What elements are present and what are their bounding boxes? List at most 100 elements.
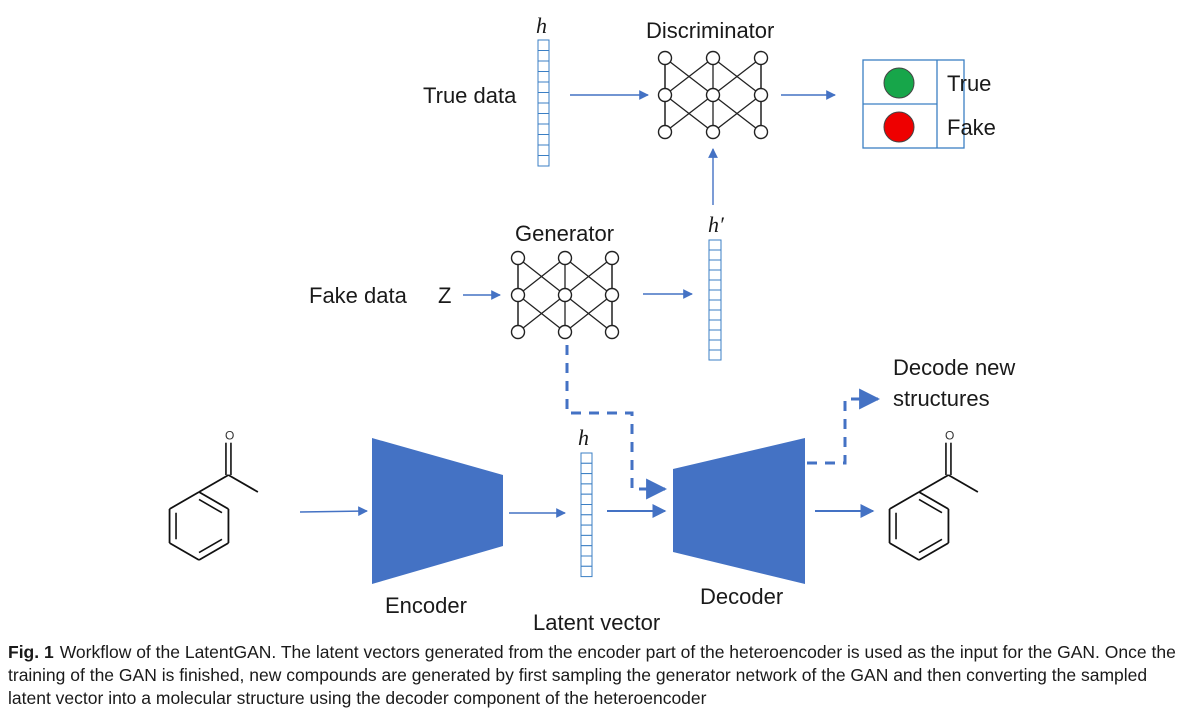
dashed-arrow-generator-to-decoder — [565, 345, 668, 500]
network-node — [604, 250, 620, 266]
input-molecule-icon: O — [168, 429, 259, 561]
network-node — [753, 50, 769, 66]
figure-number: Fig. 1 — [8, 642, 54, 662]
generator-label: Generator — [515, 221, 614, 246]
network-node — [705, 124, 721, 140]
vector-cell — [580, 483, 593, 495]
vector-cell — [708, 319, 722, 331]
vector-cell — [537, 155, 550, 167]
latent-vector — [580, 452, 593, 578]
vector-cell — [708, 249, 722, 261]
vector-cell — [537, 113, 550, 125]
figure-caption: Fig. 1 Workflow of the LatentGAN. The lat… — [8, 641, 1184, 710]
vector-cell — [580, 493, 593, 506]
network-node — [557, 324, 573, 340]
vector-cell — [580, 504, 593, 516]
network-node — [510, 287, 526, 303]
network-edge — [664, 57, 714, 96]
true-data-label: True data — [423, 83, 517, 108]
vector-cell — [580, 555, 593, 567]
decoder-shape — [673, 438, 805, 584]
network-edge — [564, 294, 613, 333]
vector-cell — [580, 462, 593, 475]
network-edge — [517, 294, 566, 333]
h-label-top: h — [536, 13, 547, 38]
decoder-label: Decoder — [700, 584, 783, 609]
output-molecule-icon: O — [888, 429, 979, 561]
ring-bond — [169, 491, 200, 510]
network-node — [510, 324, 526, 340]
carbonyl-bond — [918, 474, 949, 493]
vector-cell — [580, 534, 593, 547]
vector-cell — [708, 239, 722, 251]
vector-cell — [580, 514, 593, 526]
ring-bond — [889, 491, 920, 510]
vector-cell — [580, 565, 593, 578]
ring-double-bond — [918, 498, 943, 514]
encoder-label: Encoder — [385, 593, 467, 618]
network-edge — [712, 57, 762, 96]
ring-double-bond — [198, 498, 223, 514]
ring-double-bond — [198, 538, 223, 554]
network-node — [604, 324, 620, 340]
vector-cell — [537, 39, 550, 51]
vector-cell — [708, 329, 722, 341]
vector-cell — [708, 259, 722, 271]
network-node — [557, 287, 573, 303]
methyl-bond — [227, 474, 259, 493]
arrow-molecule-to-encoder — [299, 506, 368, 517]
network-edge — [664, 94, 714, 133]
encoder-shape — [372, 438, 503, 584]
methyl-bond — [947, 474, 979, 493]
network-node — [705, 50, 721, 66]
ring-bond — [918, 542, 949, 561]
vector-cell — [537, 92, 550, 104]
vector-cell — [580, 545, 593, 557]
h-prime-label: h′ — [708, 212, 725, 237]
vector-cell — [580, 452, 593, 464]
discriminator-network-icon — [657, 50, 769, 140]
vector-cell — [708, 299, 722, 311]
fake-indicator-icon — [883, 111, 915, 143]
vector-cell — [537, 134, 550, 146]
network-node — [753, 124, 769, 140]
generated-vector — [708, 239, 722, 361]
network-node — [604, 287, 620, 303]
dashed-arrows — [565, 345, 881, 500]
network-node — [753, 87, 769, 103]
vector-cell — [537, 60, 550, 72]
dashed-arrow-decoder-to-new-structures — [807, 388, 881, 465]
ring-bond — [198, 542, 229, 561]
discriminator-label: Discriminator — [646, 18, 774, 43]
vector-cell — [708, 349, 722, 361]
fake-label: Fake — [947, 115, 996, 140]
ring-double-bond — [918, 538, 943, 554]
network-node — [657, 124, 673, 140]
ring-bond — [198, 491, 229, 510]
decode-new-label-line2: structures — [893, 386, 990, 411]
z-noise-label: Z — [438, 283, 451, 308]
carbonyl-bond — [198, 474, 229, 493]
h-latent-label: h — [578, 425, 589, 450]
ring-bond — [918, 491, 949, 510]
vector-cell — [708, 339, 722, 351]
fake-data-label: Fake data — [309, 283, 408, 308]
network-node — [657, 50, 673, 66]
ring-bond — [169, 542, 200, 561]
flow-arrows — [299, 90, 875, 518]
network-edge — [712, 94, 762, 133]
latentgan-workflow-diagram: h True data Discriminator True Fake Gene… — [168, 13, 1015, 635]
ring-bond — [889, 542, 920, 561]
vector-cell — [708, 289, 722, 301]
caption-text: Workflow of the LatentGAN. The latent ve… — [8, 642, 1176, 708]
vector-cell — [537, 144, 550, 156]
network-node — [557, 250, 573, 266]
vector-cell — [537, 123, 550, 135]
latent-vector-label: Latent vector — [533, 610, 660, 635]
network-node — [657, 87, 673, 103]
oxygen-atom-label: O — [945, 429, 954, 443]
oxygen-atom-label: O — [225, 429, 234, 443]
network-node — [510, 250, 526, 266]
vector-cell — [580, 524, 593, 536]
